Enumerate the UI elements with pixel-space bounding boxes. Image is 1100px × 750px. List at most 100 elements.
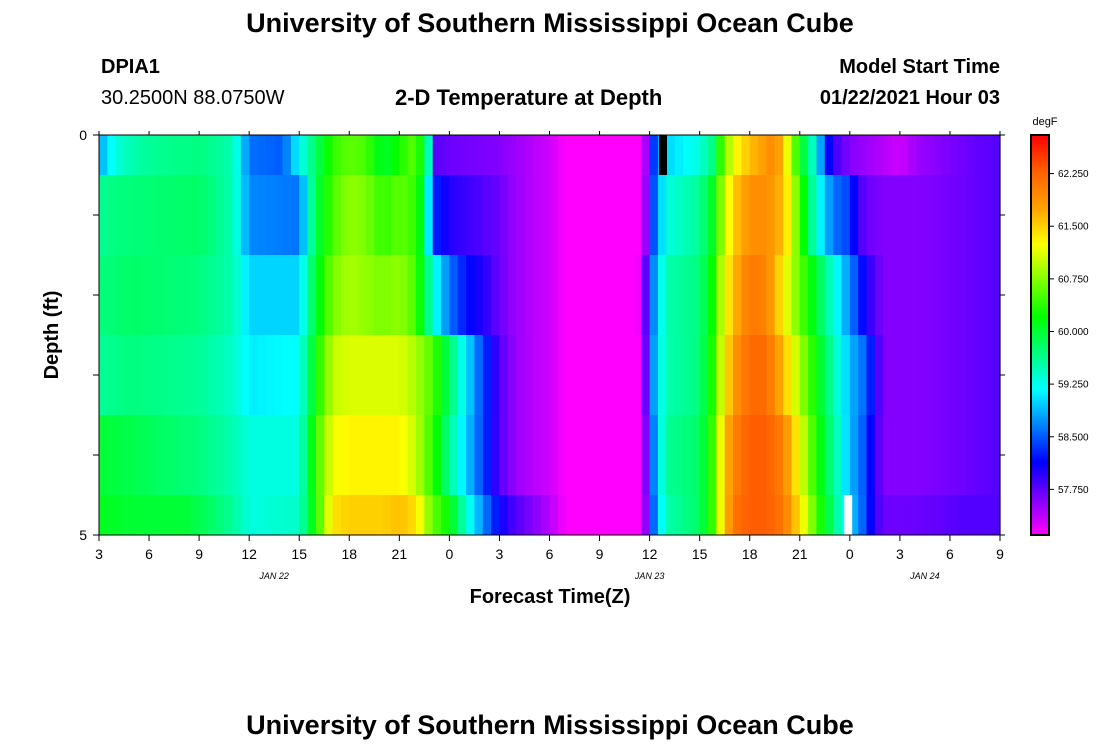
heatmap-cell (708, 135, 717, 175)
station-coordinates: 30.2500N 88.0750W (101, 87, 285, 109)
heatmap-cell (457, 335, 467, 415)
heatmap-cell (983, 495, 993, 535)
heatmap-cell (649, 335, 659, 415)
heatmap-cell (240, 135, 250, 175)
heatmap-cell (474, 135, 484, 175)
heatmap-cell (716, 175, 726, 255)
heatmap-cell (566, 255, 576, 335)
heatmap-cell (257, 495, 267, 535)
heatmap-cell (349, 335, 359, 415)
heatmap-cell (190, 495, 200, 535)
x-tick-label: 12 (241, 546, 257, 562)
heatmap-cell (282, 255, 292, 335)
heatmap-cell (257, 335, 267, 415)
colorbar-tick-label: 60.000 (1058, 327, 1089, 338)
heatmap-cell (99, 135, 108, 175)
heatmap-cell (691, 255, 701, 335)
heatmap-cell (365, 335, 375, 415)
heatmap-cell (324, 335, 334, 415)
heatmap-cell (632, 335, 642, 415)
heatmap-cell (657, 175, 667, 255)
heatmap-cell (741, 415, 751, 495)
heatmap-cell (207, 335, 217, 415)
heatmap-cell (616, 135, 626, 175)
heatmap-cell (466, 255, 476, 335)
heatmap-cell (833, 255, 843, 335)
heatmap-cell (607, 135, 617, 175)
heatmap-cell (749, 495, 759, 535)
heatmap-cell (290, 175, 300, 255)
heatmap-cell (115, 415, 125, 495)
heatmap-cell (699, 495, 709, 535)
heatmap-cell (107, 415, 117, 495)
heatmap-cell (607, 335, 617, 415)
heatmap-cell (933, 495, 943, 535)
heatmap-cell (224, 495, 234, 535)
heatmap-cell (507, 415, 517, 495)
heatmap-cell (933, 255, 943, 335)
heatmap-cell (983, 255, 993, 335)
heatmap-cell (332, 415, 342, 495)
heatmap-cell (349, 495, 359, 535)
heatmap-cell (674, 415, 684, 495)
heatmap-cell (557, 495, 567, 535)
heatmap-cell (265, 135, 275, 175)
heatmap-cell (207, 495, 217, 535)
heatmap-cell (532, 175, 542, 255)
heatmap-cell (591, 175, 601, 255)
heatmap-cell (758, 415, 767, 495)
heatmap-cell (899, 255, 909, 335)
heatmap-cell (240, 175, 250, 255)
heatmap-cell (582, 175, 592, 255)
heatmap-cell (833, 415, 843, 495)
heatmap-cell (124, 335, 133, 415)
heatmap-cell (215, 335, 225, 415)
heatmap-cell (374, 135, 384, 175)
heatmap-cell (282, 415, 292, 495)
heatmap-cell (215, 255, 225, 335)
heatmap-cell (499, 415, 509, 495)
heatmap-cell (332, 335, 342, 415)
heatmap-cell (132, 135, 142, 175)
heatmap-cell (891, 175, 901, 255)
heatmap-cell (140, 175, 150, 255)
heatmap-cell (783, 175, 793, 255)
heatmap-cell (132, 255, 142, 335)
heatmap-cell (507, 135, 517, 175)
heatmap-cell (916, 255, 926, 335)
heatmap-cell (282, 175, 292, 255)
heatmap-cell (749, 175, 759, 255)
heatmap-cell (708, 335, 717, 415)
heatmap-cell (315, 415, 325, 495)
heatmap-cell (958, 415, 968, 495)
heatmap-cell (340, 255, 350, 335)
heatmap-cell (424, 255, 434, 335)
heatmap-cell (365, 255, 375, 335)
heatmap-cell (724, 335, 734, 415)
heatmap-cell (624, 135, 634, 175)
heatmap-cell (449, 135, 459, 175)
heatmap-cell (290, 135, 300, 175)
x-tick-label: 21 (392, 546, 408, 562)
heatmap-cell (666, 495, 676, 535)
heatmap-cell (808, 255, 818, 335)
heatmap-cell (357, 135, 367, 175)
heatmap-cell (324, 415, 334, 495)
heatmap-cell (174, 415, 184, 495)
heatmap-cell (441, 495, 450, 535)
heatmap-cell (783, 495, 793, 535)
heatmap-cell (524, 495, 534, 535)
heatmap-cell (507, 495, 517, 535)
heatmap-cell (549, 335, 559, 415)
heatmap-cell (824, 135, 834, 175)
heatmap-cell (941, 335, 951, 415)
heatmap-cell (307, 415, 317, 495)
heatmap-cell (174, 175, 184, 255)
heatmap-cell (591, 495, 601, 535)
heatmap-cell (724, 135, 734, 175)
heatmap-cell (749, 255, 759, 335)
model-start-label: Model Start Time (839, 56, 1000, 78)
heatmap-cell (290, 335, 300, 415)
heatmap-cell (466, 135, 476, 175)
heatmap-cell (215, 175, 225, 255)
